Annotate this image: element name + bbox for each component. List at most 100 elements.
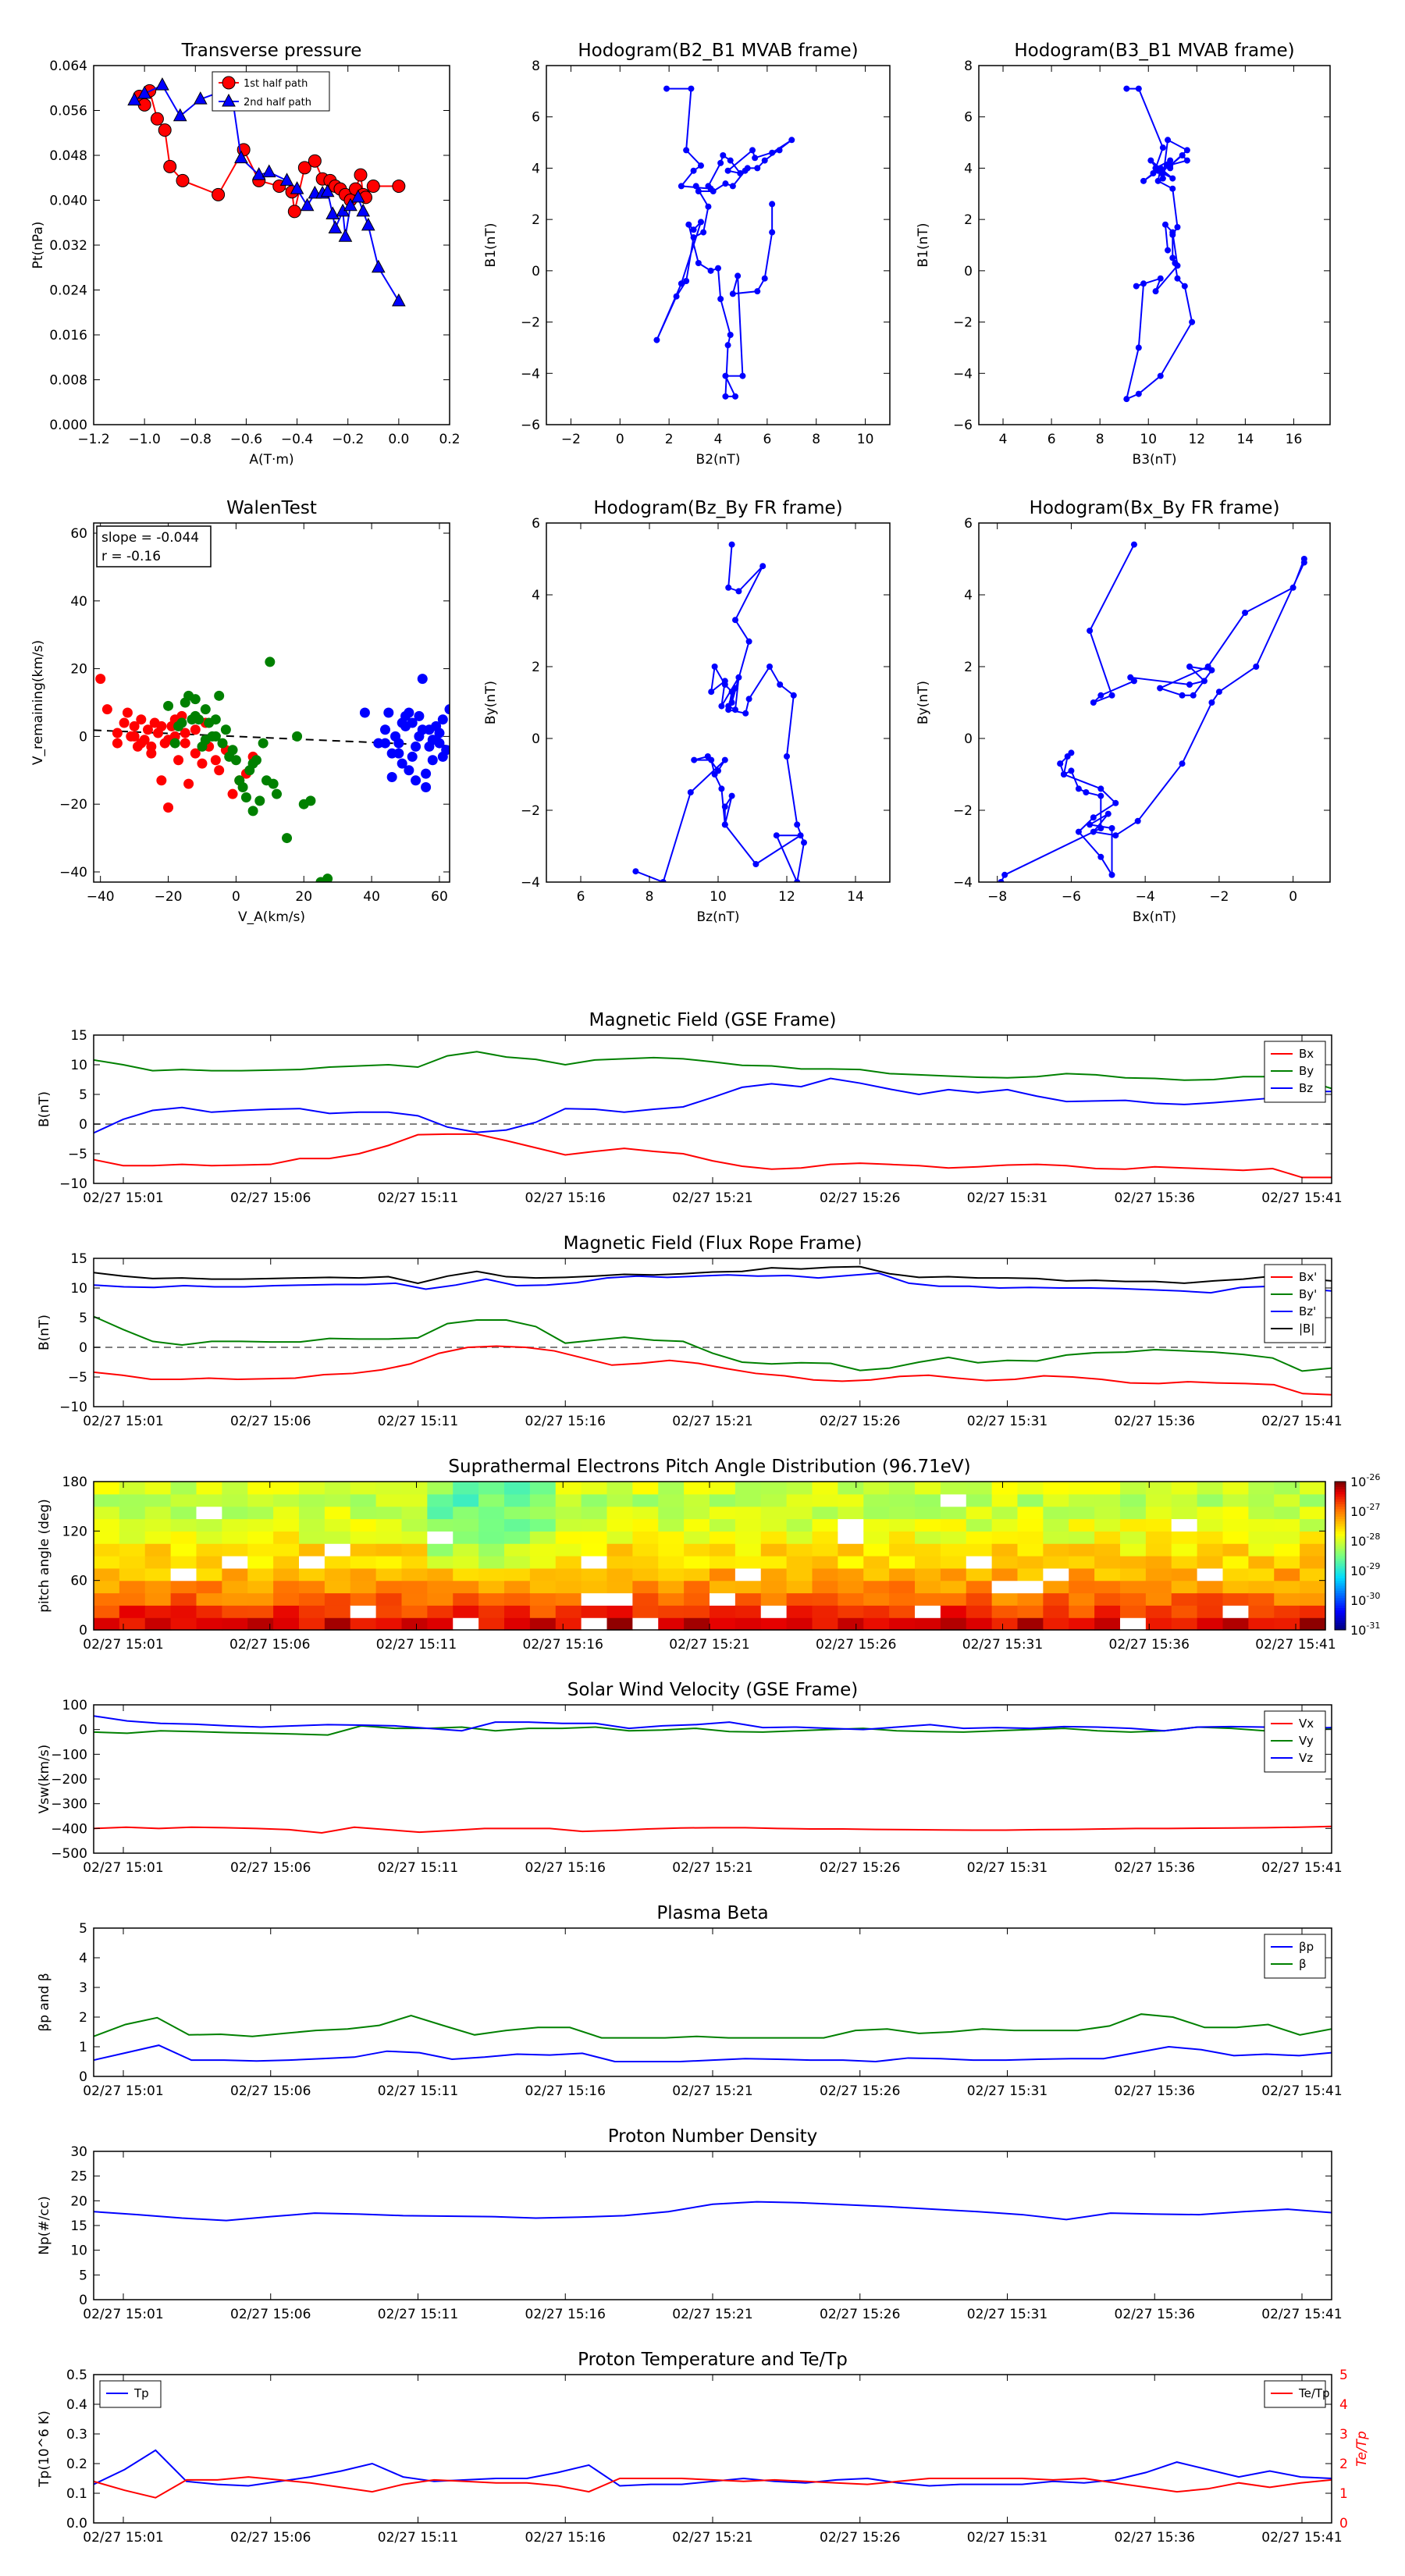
pad-cell xyxy=(247,1605,274,1618)
pt-ylabel: Pt(nPa) xyxy=(30,222,46,269)
pt-point xyxy=(350,189,365,203)
pad-cell xyxy=(991,1580,1019,1594)
pad-cell xyxy=(273,1543,300,1557)
pad-colorbar-step xyxy=(1335,1501,1346,1504)
pad-cell xyxy=(966,1580,993,1594)
np-ytick-label: 10 xyxy=(70,2243,87,2259)
pad-cell xyxy=(710,1580,736,1594)
pt-ytick-label: 0.008 xyxy=(49,373,87,389)
pad-cell xyxy=(1017,1531,1044,1544)
hbzby-point xyxy=(735,588,742,595)
panel-hbzby: 6 8 10 12 14 −4 −2 0 2 4 6 Hodogram(Bz_By FR frame)… xyxy=(483,498,891,925)
h21-point xyxy=(732,393,738,400)
walen-ytick-label: −40 xyxy=(59,865,87,881)
walen-plot-area xyxy=(94,656,450,882)
h21-xtick-label: 6 xyxy=(763,432,771,447)
walen-point xyxy=(414,710,425,721)
pad-cell xyxy=(1120,1531,1147,1544)
pad-cell xyxy=(581,1567,608,1582)
tp-legend-label: Tp xyxy=(133,2386,149,2400)
hbzby-xtick-label: 12 xyxy=(778,889,795,905)
pad-cell xyxy=(710,1482,736,1495)
tp-time-tick-label: 02/27 15:16 xyxy=(525,2530,606,2546)
pad-cell xyxy=(1145,1518,1172,1532)
h31-point xyxy=(1150,170,1157,176)
pad-cell xyxy=(375,1543,403,1557)
pad-cell xyxy=(401,1531,428,1544)
pad-cell xyxy=(504,1617,531,1631)
pad-cell xyxy=(658,1592,685,1606)
walen-point xyxy=(437,751,448,762)
walen-point xyxy=(427,755,438,766)
pad-cell xyxy=(863,1543,890,1557)
pad-cell xyxy=(760,1543,788,1557)
pad-cell xyxy=(1171,1605,1198,1618)
pad-cell xyxy=(1222,1617,1249,1631)
h21-point xyxy=(695,188,702,194)
walen-point xyxy=(421,781,432,792)
pad-cell xyxy=(222,1580,248,1594)
panel-vsw: 02/27 15:01 02/27 15:06 02/27 15:11 02/27 1… xyxy=(37,1680,1343,1876)
pad-cell xyxy=(991,1605,1019,1618)
pad-colorbar-step xyxy=(1335,1511,1346,1514)
pad-cell xyxy=(529,1592,557,1606)
pad-cell xyxy=(453,1605,479,1618)
hbzby-point xyxy=(790,692,797,699)
pad-cell xyxy=(119,1580,146,1594)
hbxby-point xyxy=(1097,825,1104,831)
pt-legend-marker xyxy=(222,93,236,107)
pad-colorbar-step xyxy=(1335,1516,1346,1519)
h21-point xyxy=(715,265,721,272)
pad-cell xyxy=(786,1518,813,1532)
pad-colorbar-step xyxy=(1335,1533,1346,1537)
pad-cell xyxy=(1274,1543,1300,1557)
pt-point xyxy=(300,197,315,212)
pad-cell xyxy=(684,1506,710,1520)
pad-cell xyxy=(1300,1580,1326,1594)
bgse-time-tick-label: 02/27 15:16 xyxy=(525,1190,606,1206)
pad-cell xyxy=(1197,1543,1224,1557)
pad-colorbar-step xyxy=(1335,1543,1346,1546)
pad-cell xyxy=(478,1617,505,1631)
pt-point xyxy=(279,173,294,186)
pad-cell xyxy=(1094,1493,1121,1507)
pad-cell xyxy=(324,1506,351,1520)
pad-cell xyxy=(735,1617,762,1631)
pad-ytick-label: 180 xyxy=(62,1475,87,1490)
hbxby-point xyxy=(998,879,1005,882)
hbzby-point xyxy=(708,688,715,696)
hbxby-title: Hodogram(Bx_By FR frame) xyxy=(1030,498,1280,518)
pad-cell xyxy=(375,1518,403,1532)
pad-cell xyxy=(710,1543,736,1557)
walen-point xyxy=(417,724,428,735)
pad-colorbar-tick-label: 10-29 xyxy=(1350,1561,1380,1578)
hbxby-point xyxy=(1179,692,1186,699)
h21-point xyxy=(673,293,680,300)
hbxby-point xyxy=(1097,853,1104,860)
pad-cell xyxy=(1171,1580,1198,1594)
pad-colorbar-step xyxy=(1335,1590,1346,1593)
hbxby-series-line-hbxby xyxy=(1000,544,1305,882)
h21-point xyxy=(653,336,660,343)
h31-xtick-label: 14 xyxy=(1237,432,1254,447)
h21-point xyxy=(698,219,704,226)
pad-colorbar-step xyxy=(1335,1558,1346,1561)
pad-cell xyxy=(170,1482,197,1495)
hbzby-point xyxy=(721,681,728,688)
pad-cell xyxy=(247,1543,274,1557)
hbxby-ylabel: By(nT) xyxy=(916,681,931,724)
hbzby-point xyxy=(728,541,735,548)
h21-point xyxy=(729,290,736,297)
h21-ytick-label: 8 xyxy=(532,59,540,74)
pad-cell xyxy=(144,1518,172,1532)
pad-cell xyxy=(94,1580,120,1594)
walen-point xyxy=(142,724,153,735)
h21-point xyxy=(688,85,695,92)
pad-cell xyxy=(1145,1482,1172,1495)
hbxby-point xyxy=(1001,871,1008,878)
pad-cell xyxy=(632,1567,659,1582)
pad-cell xyxy=(1094,1518,1121,1532)
hbxby-point xyxy=(1108,692,1115,699)
hbxby-point xyxy=(1104,810,1112,817)
walen-point xyxy=(397,717,407,728)
